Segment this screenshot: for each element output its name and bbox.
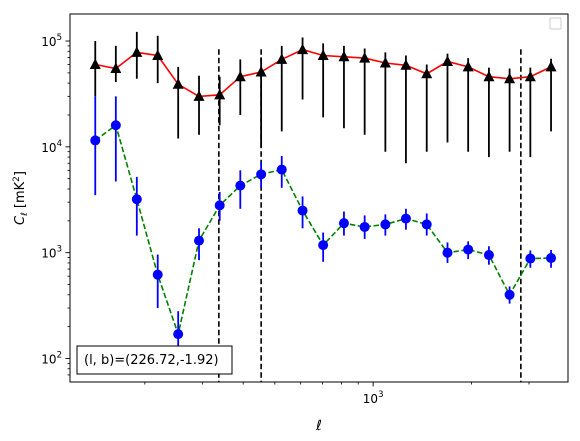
- y-label-unit: [mK: [13, 181, 28, 208]
- data-point-triangle: [524, 70, 536, 82]
- annotation-box: (l, b)=(226.72,-1.92): [76, 345, 233, 375]
- data-point-triangle: [131, 46, 143, 57]
- x-tick-label: 103: [363, 390, 384, 406]
- data-point-circle: [235, 180, 246, 191]
- data-point-circle: [421, 219, 432, 230]
- data-point-circle: [110, 120, 121, 131]
- data-point-triangle: [152, 49, 164, 60]
- series-1: [90, 96, 557, 357]
- data-point-triangle: [421, 67, 433, 79]
- data-point-circle: [276, 164, 287, 175]
- data-point-triangle: [172, 78, 184, 89]
- data-point-triangle: [545, 60, 557, 72]
- series-0: [89, 31, 557, 164]
- data-point-triangle: [110, 62, 122, 73]
- data-point-circle: [152, 269, 163, 280]
- data-point-circle: [483, 250, 494, 261]
- data-point-circle: [525, 253, 536, 264]
- data-point-triangle: [400, 59, 412, 70]
- data-point-circle: [442, 247, 453, 258]
- y-axis-label: Cℓ [mK2]: [12, 171, 30, 225]
- plot-frame: [69, 13, 569, 383]
- annotation-text: (l, b)=(226.72,-1.92): [84, 353, 219, 368]
- data-point-circle: [90, 135, 101, 146]
- data-point-triangle: [297, 43, 309, 55]
- data-point-circle: [338, 218, 349, 229]
- data-point-circle: [463, 244, 474, 255]
- y-label-main: C: [13, 215, 28, 225]
- data-point-circle: [546, 253, 557, 264]
- data-point-triangle: [317, 49, 329, 60]
- svg-text:Cℓ [mK2]: Cℓ [mK2]: [12, 171, 30, 225]
- data-point-circle: [214, 200, 225, 211]
- data-point-triangle: [504, 72, 516, 84]
- y-tick-label: 104: [41, 139, 62, 155]
- data-point-circle: [504, 289, 515, 300]
- data-point-circle: [173, 329, 184, 340]
- data-point-triangle: [441, 55, 453, 67]
- legend-box: [549, 17, 562, 30]
- x-axis-label: ℓ: [315, 418, 322, 434]
- data-point-triangle: [379, 56, 391, 68]
- data-point-triangle: [359, 52, 371, 63]
- data-point-triangle: [276, 53, 288, 64]
- y-tick-label: 105: [41, 33, 62, 49]
- data-point-circle: [256, 169, 267, 180]
- y-tick-label: 102: [41, 351, 62, 367]
- series-line: [94, 123, 552, 338]
- y-label-unit-sup: 2: [12, 176, 22, 182]
- data-point-triangle: [193, 90, 205, 101]
- data-point-circle: [318, 240, 329, 251]
- plot-layer: 103 102 103 104 105: [41, 31, 557, 406]
- data-point-circle: [380, 219, 391, 230]
- data-point-triangle: [255, 65, 267, 77]
- data-point-circle: [194, 235, 205, 246]
- data-point-triangle: [214, 88, 226, 100]
- data-point-triangle: [462, 60, 474, 72]
- data-point-circle: [131, 194, 142, 205]
- data-point-circle: [400, 213, 411, 224]
- y-label-unit-close: ]: [13, 171, 28, 176]
- data-point-triangle: [89, 58, 101, 69]
- data-point-triangle: [338, 50, 350, 62]
- y-tick-label: 103: [41, 245, 62, 261]
- y-label-sub: ℓ: [20, 212, 30, 217]
- data-point-circle: [297, 205, 308, 216]
- data-point-triangle: [483, 70, 495, 82]
- data-point-circle: [359, 221, 370, 232]
- data-point-triangle: [234, 70, 246, 82]
